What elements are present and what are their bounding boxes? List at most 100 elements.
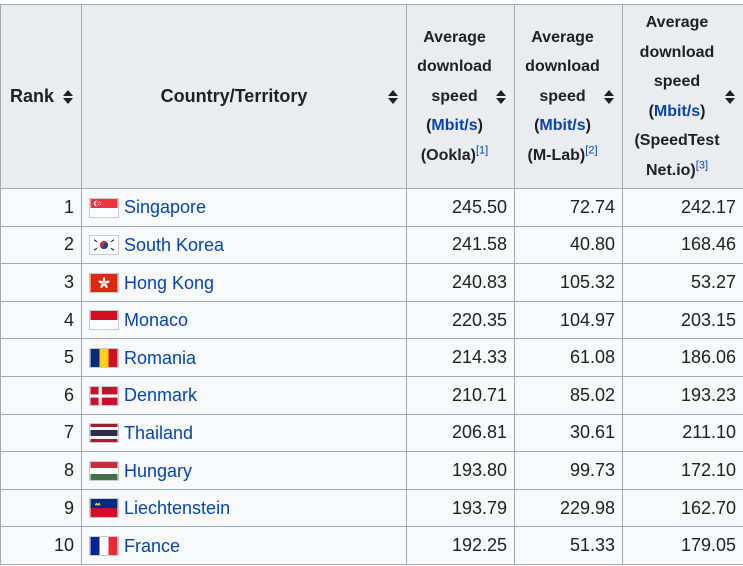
country-cell: Monaco xyxy=(81,300,407,340)
hong-kong-flag-icon[interactable] xyxy=(89,272,119,293)
mlab-speed-cell: 51.33 xyxy=(514,526,623,565)
mlab-speed-cell: 85.02 xyxy=(514,375,623,415)
country-link[interactable]: Monaco xyxy=(124,309,189,330)
header-line: download xyxy=(525,58,600,76)
mlab-speed-cell: 105.32 xyxy=(514,263,623,302)
country-cell: Liechtenstein xyxy=(81,488,407,528)
header-line: speed xyxy=(431,87,478,105)
country-header-label: Country/Territory xyxy=(160,86,308,106)
sort-icon[interactable] xyxy=(388,89,398,104)
speedtest-speed-cell: 179.05 xyxy=(622,526,743,565)
speedtest-speed-cell: 242.17 xyxy=(622,188,743,227)
country-cell: Romania xyxy=(81,338,407,377)
rank-column-header[interactable]: Rank xyxy=(0,4,82,189)
denmark-flag-icon[interactable] xyxy=(89,385,119,406)
sort-icon[interactable] xyxy=(63,89,73,104)
france-flag-icon[interactable] xyxy=(89,536,119,557)
rank-header-label: Rank xyxy=(10,86,55,106)
country-link[interactable]: South Korea xyxy=(124,234,225,255)
country-link[interactable]: Romania xyxy=(124,347,197,368)
south-korea-flag-icon[interactable] xyxy=(89,235,119,256)
speedtest-speed-cell: 211.10 xyxy=(622,413,743,453)
rank-cell: 9 xyxy=(0,488,82,528)
monaco-flag-icon[interactable] xyxy=(89,310,119,331)
rank-cell: 3 xyxy=(0,263,82,302)
ookla-speed-cell: 214.33 xyxy=(406,338,515,377)
reference-link[interactable]: [3] xyxy=(695,159,708,172)
liechtenstein-flag-icon[interactable] xyxy=(89,498,119,519)
source-label: (M-Lab) xyxy=(527,146,586,164)
ookla-column-header[interactable]: Average download speed (Mbit/s) (Ookla)[… xyxy=(406,4,515,189)
sort-icon[interactable] xyxy=(725,89,735,104)
ookla-speed-cell: 206.81 xyxy=(406,413,515,453)
rank-cell: 6 xyxy=(0,375,82,415)
source-label: (Ookla) xyxy=(420,146,476,164)
header-line: Average xyxy=(531,28,594,46)
table-row: 4 Monaco 220.35 104.97 203.15 xyxy=(0,300,743,340)
header-line: speed xyxy=(653,73,701,90)
table-row: 8 Hungary 193.80 99.73 172.10 xyxy=(0,451,743,490)
table-row: 2 South Korea 241.58 40.80 168.46 xyxy=(0,225,743,265)
table-row: 5 Romania 214.33 61.08 186.06 xyxy=(0,338,743,377)
country-column-header[interactable]: Country/Territory xyxy=(81,4,407,189)
singapore-flag-icon[interactable] xyxy=(89,197,119,218)
mbits-link[interactable]: Mbit/s xyxy=(539,117,586,135)
country-cell: France xyxy=(81,526,407,565)
source-line: Net.io)[3] xyxy=(628,156,726,186)
sort-icon[interactable] xyxy=(604,89,614,104)
thailand-flag-icon[interactable] xyxy=(89,423,119,444)
country-link[interactable]: Denmark xyxy=(124,385,198,406)
country-link[interactable]: Hong Kong xyxy=(124,272,215,293)
mlab-speed-cell: 40.80 xyxy=(514,225,623,265)
country-link[interactable]: Thailand xyxy=(124,422,194,443)
mlab-speed-cell: 61.08 xyxy=(514,338,623,377)
ookla-speed-cell: 193.80 xyxy=(406,451,515,490)
rank-cell: 5 xyxy=(0,338,82,377)
ookla-speed-cell: 193.79 xyxy=(406,488,515,528)
country-link[interactable]: France xyxy=(124,535,181,556)
table-row: 1 Singapore 245.50 72.74 242.17 xyxy=(0,188,743,227)
speed-ranking-table: Rank Country/Territory Average download … xyxy=(0,4,743,565)
header-line: speed xyxy=(539,87,586,105)
sort-icon[interactable] xyxy=(496,89,506,104)
table-row: 6 Denmark 210.71 85.02 193.23 xyxy=(0,375,743,415)
country-cell: Thailand xyxy=(81,413,407,453)
header-row: Rank Country/Territory Average download … xyxy=(0,4,743,189)
unit-line: (Mbit/s) xyxy=(426,117,483,135)
hungary-flag-icon[interactable] xyxy=(89,460,119,481)
rank-cell: 1 xyxy=(0,188,82,227)
header-line: Average xyxy=(423,28,486,46)
table-row: 7 Thailand 206.81 30.61 211.10 xyxy=(0,413,743,453)
reference-link[interactable]: [1] xyxy=(475,144,489,157)
country-link[interactable]: Hungary xyxy=(124,460,193,481)
mlab-speed-cell: 104.97 xyxy=(514,300,623,340)
rank-cell: 4 xyxy=(0,300,82,340)
ookla-speed-cell: 245.50 xyxy=(406,188,515,227)
mlab-speed-cell: 30.61 xyxy=(514,413,623,453)
ookla-speed-cell: 220.35 xyxy=(406,300,515,340)
source-line: (M-Lab)[2] xyxy=(520,141,605,171)
reference-link[interactable]: [2] xyxy=(585,144,598,157)
country-link[interactable]: Singapore xyxy=(124,197,207,218)
speedtest-column-header[interactable]: Average download speed (Mbit/s) (SpeedTe… xyxy=(622,4,743,189)
mbits-link[interactable]: Mbit/s xyxy=(653,102,701,120)
mlab-speed-cell: 229.98 xyxy=(514,488,623,528)
speedtest-speed-cell: 203.15 xyxy=(622,300,743,340)
mlab-column-header[interactable]: Average download speed (Mbit/s) (M-Lab)[… xyxy=(514,4,623,189)
table-row: 10 France 192.25 51.33 179.05 xyxy=(0,526,743,565)
speedtest-speed-cell: 193.23 xyxy=(622,375,743,415)
mlab-speed-cell: 72.74 xyxy=(514,188,623,227)
header-line: download xyxy=(639,43,715,61)
mlab-speed-cell: 99.73 xyxy=(514,451,623,490)
table-row: 3 Hong Kong 240.83 105.32 53.27 xyxy=(0,263,743,302)
table-body: 1 Singapore 245.50 72.74 242.17 2 South Korea 2… xyxy=(0,188,743,565)
source-line: (Ookla)[1] xyxy=(412,141,497,171)
rank-cell: 8 xyxy=(0,451,82,490)
speedtest-speed-cell: 162.70 xyxy=(622,488,743,528)
header-line: Average xyxy=(645,14,709,31)
mbits-link[interactable]: Mbit/s xyxy=(431,117,478,135)
rank-cell: 2 xyxy=(0,225,82,265)
country-link[interactable]: Liechtenstein xyxy=(124,497,231,518)
speedtest-speed-cell: 186.06 xyxy=(622,338,743,377)
romania-flag-icon[interactable] xyxy=(89,348,119,369)
